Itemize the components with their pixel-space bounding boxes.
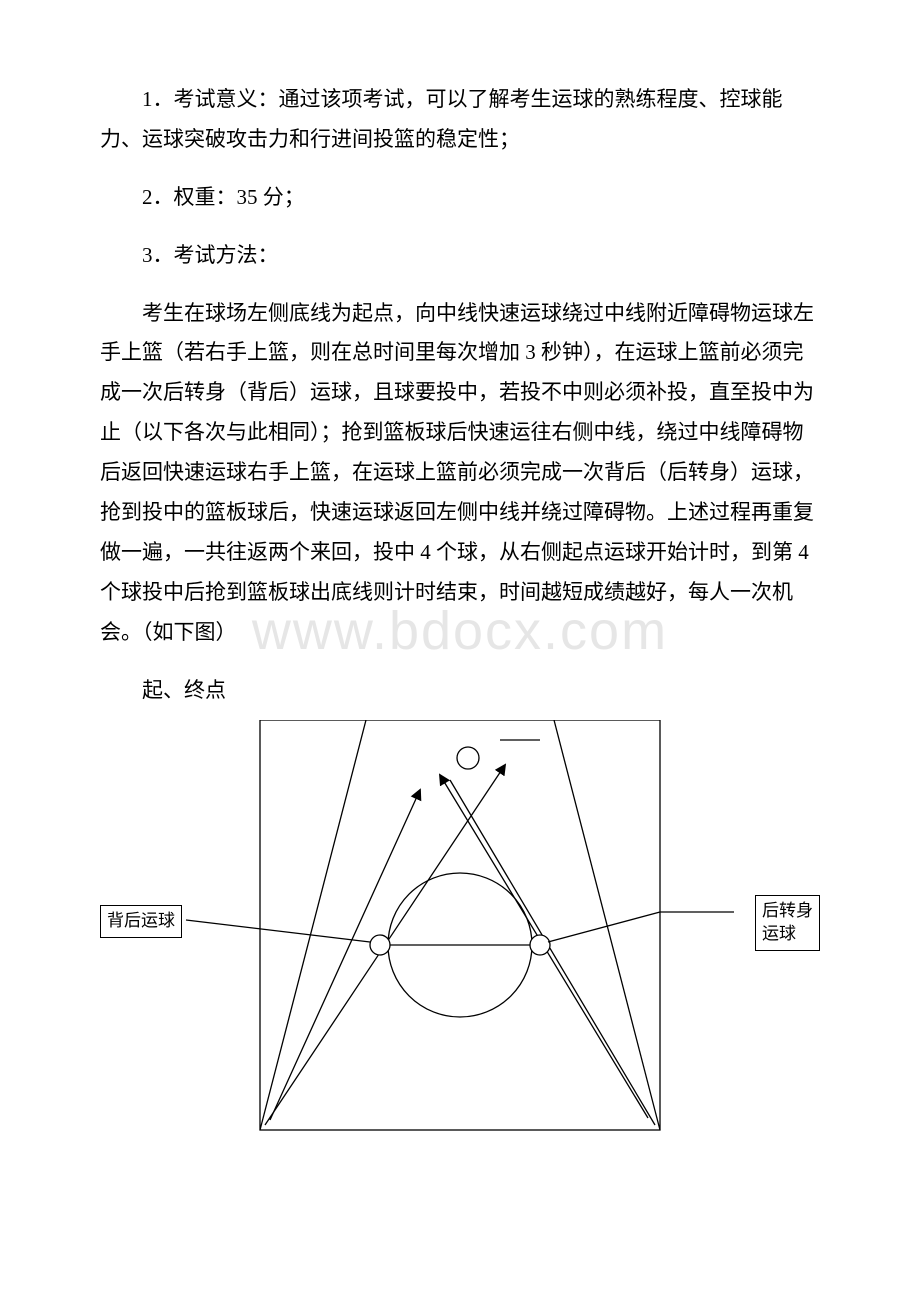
para-1: 1．考试意义：通过该项考试，可以了解考生运球的熟练程度、控球能力、运球突破攻击力… bbox=[100, 80, 820, 160]
label-start-end: 起、终点 bbox=[100, 671, 820, 711]
para-2: 2．权重：35 分； bbox=[100, 178, 820, 218]
para-4: 考生在球场左侧底线为起点，向中线快速运球绕过中线附近障碍物运球左手上篮（若右手上… bbox=[100, 294, 820, 653]
court-svg bbox=[100, 720, 820, 1160]
para-3: 3．考试方法： bbox=[100, 236, 820, 276]
court-diagram: 背后运球 后转身 运球 bbox=[100, 720, 820, 1160]
